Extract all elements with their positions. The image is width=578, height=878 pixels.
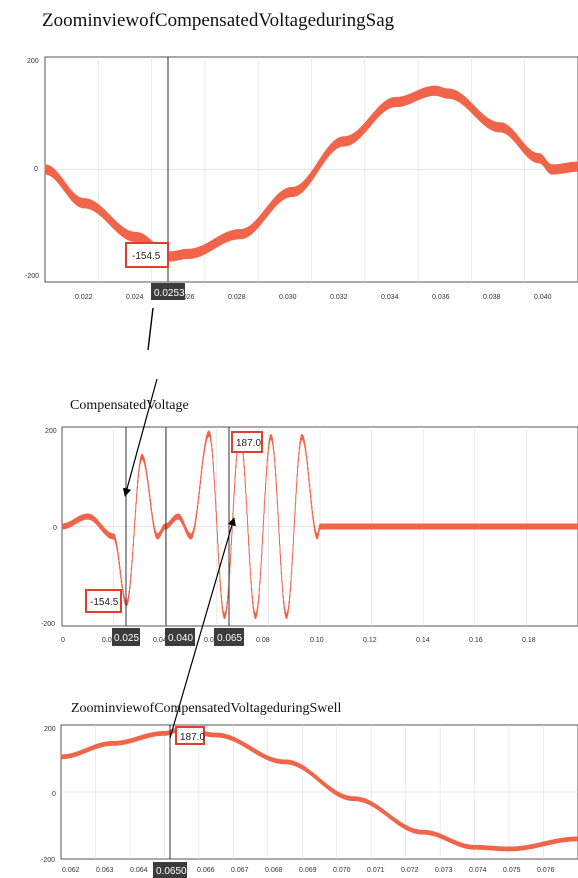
x-tick-label: 0.038 <box>483 294 501 301</box>
x-tick-label: 0.075 <box>503 867 521 874</box>
y-tick-label: 0 <box>53 525 57 532</box>
swell-connector-arrow <box>169 517 236 739</box>
sag-connector-stub <box>147 307 154 351</box>
x-tick-label: 0.069 <box>299 867 317 874</box>
compensated-voltage-series <box>61 430 578 620</box>
y-tick-label: 200 <box>27 58 39 65</box>
sag-zoom-y-tick-labels: 200 0 -200 <box>25 58 39 280</box>
swell-zoom-cursor-label: 0.0650 <box>156 866 187 877</box>
y-tick-label: 0 <box>34 166 38 173</box>
swell-zoom-callout-box <box>175 726 205 745</box>
compensated-voltage-x-tick-labels: 0 0.02 0.04 0.06 0.08 0.10 0.12 0.14 0.1… <box>61 637 536 644</box>
sag-connector-arrow <box>122 378 158 497</box>
sag-zoom-voltage-series <box>44 85 578 262</box>
sag-zoom-callout-value: -154.5 <box>132 251 161 262</box>
x-tick-label: 0.068 <box>265 867 283 874</box>
peak-callout-box <box>231 431 263 453</box>
cursor-label-box <box>165 628 195 646</box>
x-tick-label: 0.02 <box>102 637 116 644</box>
trough-callout-box <box>85 589 122 613</box>
sag-zoom-callout-box <box>125 242 169 268</box>
peak-callout-value: 187.0 <box>236 438 261 449</box>
x-tick-label: 0.072 <box>401 867 419 874</box>
x-tick-label: 0.04 <box>153 637 167 644</box>
swell-zoom-y-tick-labels: 200 0 -200 <box>41 726 56 864</box>
x-tick-label: 0.022 <box>75 294 93 301</box>
x-tick-label: 0.064 <box>130 867 148 874</box>
swell-zoom-voltage-series <box>60 726 578 852</box>
swell-zoom-callout-value: 187.0 <box>180 732 205 743</box>
x-tick-label: 0.18 <box>522 637 536 644</box>
x-tick-label: 0.030 <box>279 294 297 301</box>
swell-zoom-cursor-label-box <box>153 862 187 878</box>
x-tick-label: 0.036 <box>432 294 450 301</box>
swell-zoom-grid <box>61 725 578 859</box>
x-tick-label: 0.16 <box>469 637 483 644</box>
cursor-label-box <box>214 628 244 646</box>
x-tick-label: 0 <box>61 637 65 644</box>
x-tick-label: 0.040 <box>534 294 552 301</box>
x-tick-label: 0.066 <box>197 867 215 874</box>
y-tick-label: -200 <box>41 857 55 864</box>
cursor-label-0.040: 0.040 <box>168 633 193 644</box>
x-tick-label: 0.073 <box>435 867 453 874</box>
x-tick-label: 0.024 <box>126 294 144 301</box>
cursor-label-box <box>112 628 140 646</box>
sag-zoom-x-tick-labels: 0.022 0.024 0.026 0.028 0.030 0.032 0.03… <box>75 294 552 301</box>
compensated-voltage-title: CompensatedVoltage <box>70 398 189 413</box>
y-tick-label: 200 <box>45 428 57 435</box>
x-tick-label: 0.10 <box>310 637 324 644</box>
x-tick-label: 0.071 <box>367 867 385 874</box>
swell-zoom-title: ZoominviewofCompensatedVoltageduringSwel… <box>71 701 341 716</box>
swell-zoom-x-tick-labels: 0.062 0.063 0.064 0.066 0.067 0.068 0.06… <box>62 867 555 874</box>
y-tick-label: 0 <box>52 791 56 798</box>
sag-zoom-title: ZoominviewofCompensatedVoltageduringSag <box>42 10 395 31</box>
y-tick-label: -200 <box>25 273 39 280</box>
sag-zoom-cursor-label: 0.0253 <box>154 288 185 299</box>
sag-zoom-chart: ZoominviewofCompensatedVoltageduringSag … <box>25 10 578 301</box>
x-tick-label: 0.028 <box>228 294 246 301</box>
sag-zoom-cursor-label-box <box>151 283 185 300</box>
y-tick-label: -200 <box>41 621 55 628</box>
compensated-voltage-chart: CompensatedVoltage 200 0 -200 0 0.02 0.0… <box>41 398 578 646</box>
cursor-label-0.065: 0.065 <box>217 633 242 644</box>
cursor-label-0.025: 0.025 <box>114 633 139 644</box>
x-tick-label: 0.070 <box>333 867 351 874</box>
y-tick-label: 200 <box>44 726 56 733</box>
x-tick-label: 0.06 <box>204 637 218 644</box>
x-tick-label: 0.062 <box>62 867 80 874</box>
swell-zoom-chart: ZoominviewofCompensatedVoltageduringSwel… <box>41 701 578 878</box>
x-tick-label: 0.12 <box>363 637 377 644</box>
x-tick-label: 0.14 <box>416 637 430 644</box>
x-tick-label: 0.034 <box>381 294 399 301</box>
x-tick-label: 0.074 <box>469 867 487 874</box>
x-tick-label: 0.067 <box>231 867 249 874</box>
trough-callout-value: -154.5 <box>90 597 119 608</box>
x-tick-label: 0.032 <box>330 294 348 301</box>
compensated-voltage-y-tick-labels: 200 0 -200 <box>41 428 57 628</box>
x-tick-label: 0.026 <box>177 294 195 301</box>
x-tick-label: 0.076 <box>537 867 555 874</box>
x-tick-label: 0.063 <box>96 867 114 874</box>
x-tick-label: 0.08 <box>256 637 270 644</box>
